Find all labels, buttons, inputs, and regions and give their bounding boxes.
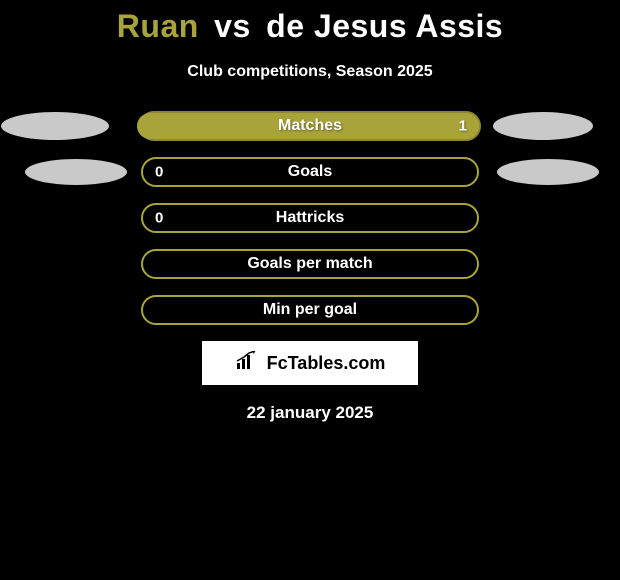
stat-row: Hattricks 0 — [0, 203, 620, 233]
logo-inner: FcTables.com — [235, 351, 386, 376]
right-ellipse — [497, 159, 599, 185]
stat-row: Goals per match — [0, 249, 620, 279]
logo-box: FcTables.com — [202, 341, 418, 385]
logo-text: FcTables.com — [267, 353, 386, 374]
stat-value-left: 0 — [155, 164, 163, 181]
stat-bar: Hattricks 0 — [141, 203, 479, 233]
stat-value-left: 0 — [155, 210, 163, 227]
stat-label: Goals per match — [247, 255, 372, 273]
page-title: Ruan vs de Jesus Assis — [0, 8, 620, 45]
stat-value-right: 1 — [459, 118, 467, 135]
left-ellipse — [25, 159, 127, 185]
stat-label: Matches — [278, 117, 342, 135]
stat-row: Goals 0 — [0, 157, 620, 187]
logo-chart-icon — [235, 351, 261, 376]
stats-rows: Matches 1 Goals 0 Hattricks 0 Goals per match M… — [0, 111, 620, 325]
subtitle: Club competitions, Season 2025 — [0, 63, 620, 81]
stat-bar: Matches 1 — [139, 111, 481, 141]
stat-bar: Goals per match — [141, 249, 479, 279]
stat-label: Min per goal — [263, 301, 357, 319]
stat-bar: Goals 0 — [141, 157, 479, 187]
title-player1: Ruan — [117, 8, 199, 44]
stat-row: Matches 1 — [0, 111, 620, 141]
comparison-infographic: Ruan vs de Jesus Assis Club competitions… — [0, 0, 620, 423]
title-vs: vs — [214, 8, 251, 44]
date-line: 22 january 2025 — [0, 403, 620, 423]
title-player2: de Jesus Assis — [266, 8, 503, 44]
left-ellipse — [1, 112, 109, 140]
stat-bar: Min per goal — [141, 295, 479, 325]
stat-label: Hattricks — [276, 209, 344, 227]
stat-row: Min per goal — [0, 295, 620, 325]
stat-label: Goals — [288, 163, 332, 181]
right-ellipse — [493, 112, 593, 140]
